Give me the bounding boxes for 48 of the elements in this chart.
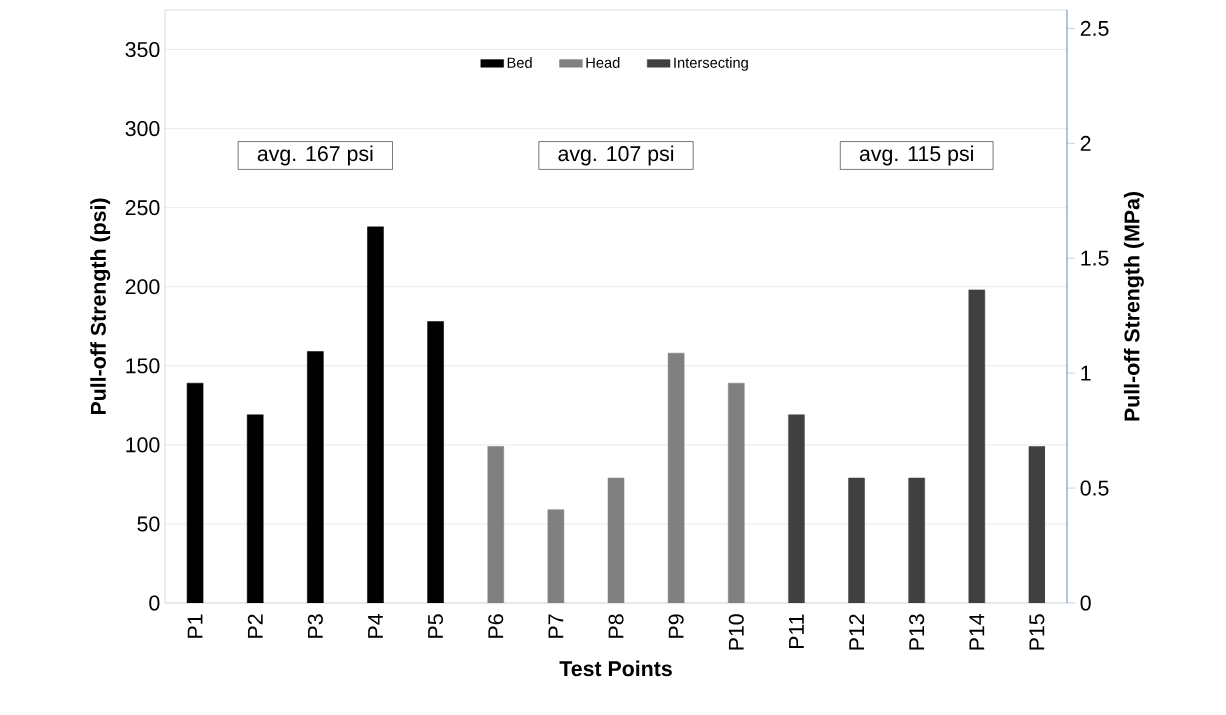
legend-label: Head xyxy=(586,57,620,68)
y-tick-label: 0 xyxy=(149,595,160,611)
bar xyxy=(487,446,505,603)
annotation: avg. 167 psi xyxy=(257,145,373,166)
y2-tick-label: 2.5 xyxy=(1080,20,1109,36)
x-tick-label: P12 xyxy=(849,614,864,650)
x-tick-label: P8 xyxy=(608,614,624,638)
x-tick-label: P11 xyxy=(789,614,804,649)
y-tick-label: 100 xyxy=(126,437,160,453)
x-tick-label: P2 xyxy=(247,614,263,638)
y-tick-label: 200 xyxy=(125,279,160,295)
y2-tick-label: 0 xyxy=(1080,595,1091,611)
y-axis-title: Pull-off Strength (psi) xyxy=(90,198,111,415)
bar xyxy=(367,226,384,603)
x-tick-label: P5 xyxy=(428,614,444,638)
y2-tick-label: 1 xyxy=(1081,365,1091,381)
y-tick-label: 150 xyxy=(126,358,160,374)
y2-tick-label: 0.5 xyxy=(1080,480,1109,496)
y-tick-label: 350 xyxy=(125,41,160,58)
y-tick-label: 300 xyxy=(125,121,160,137)
bar xyxy=(186,382,204,603)
y2-tick-label: 1.5 xyxy=(1081,250,1109,266)
y-tick-label: 50 xyxy=(137,516,160,532)
annotation: avg. 115 psi xyxy=(859,145,973,166)
legend-label: Intersecting xyxy=(674,57,748,71)
legend-label: Bed xyxy=(507,57,532,68)
x-tick-label: P6 xyxy=(488,614,504,638)
y2-axis-title: Pull-off Strength (MPa) xyxy=(1123,192,1144,421)
x-tick-label: P1 xyxy=(187,614,203,638)
bar xyxy=(607,477,625,603)
annotation: avg. 107 psi xyxy=(558,145,674,166)
bar xyxy=(427,321,444,603)
x-tick-label: P9 xyxy=(668,614,684,638)
bar xyxy=(307,351,324,603)
y-tick-label: 250 xyxy=(125,200,160,216)
x-tick-label: P3 xyxy=(307,614,323,638)
bar xyxy=(246,414,264,603)
x-tick-label: P14 xyxy=(969,614,985,650)
x-tick-label: P13 xyxy=(909,614,925,650)
x-tick-label: P10 xyxy=(728,614,744,650)
x-tick-label: P7 xyxy=(548,614,564,638)
bar xyxy=(728,382,745,603)
y2-tick-label: 2 xyxy=(1080,135,1091,151)
bar xyxy=(667,352,685,603)
bar xyxy=(547,509,565,603)
x-axis-title: Test Points xyxy=(559,660,672,677)
x-tick-label: P4 xyxy=(368,614,383,638)
x-tick-label: P15 xyxy=(1029,614,1045,650)
